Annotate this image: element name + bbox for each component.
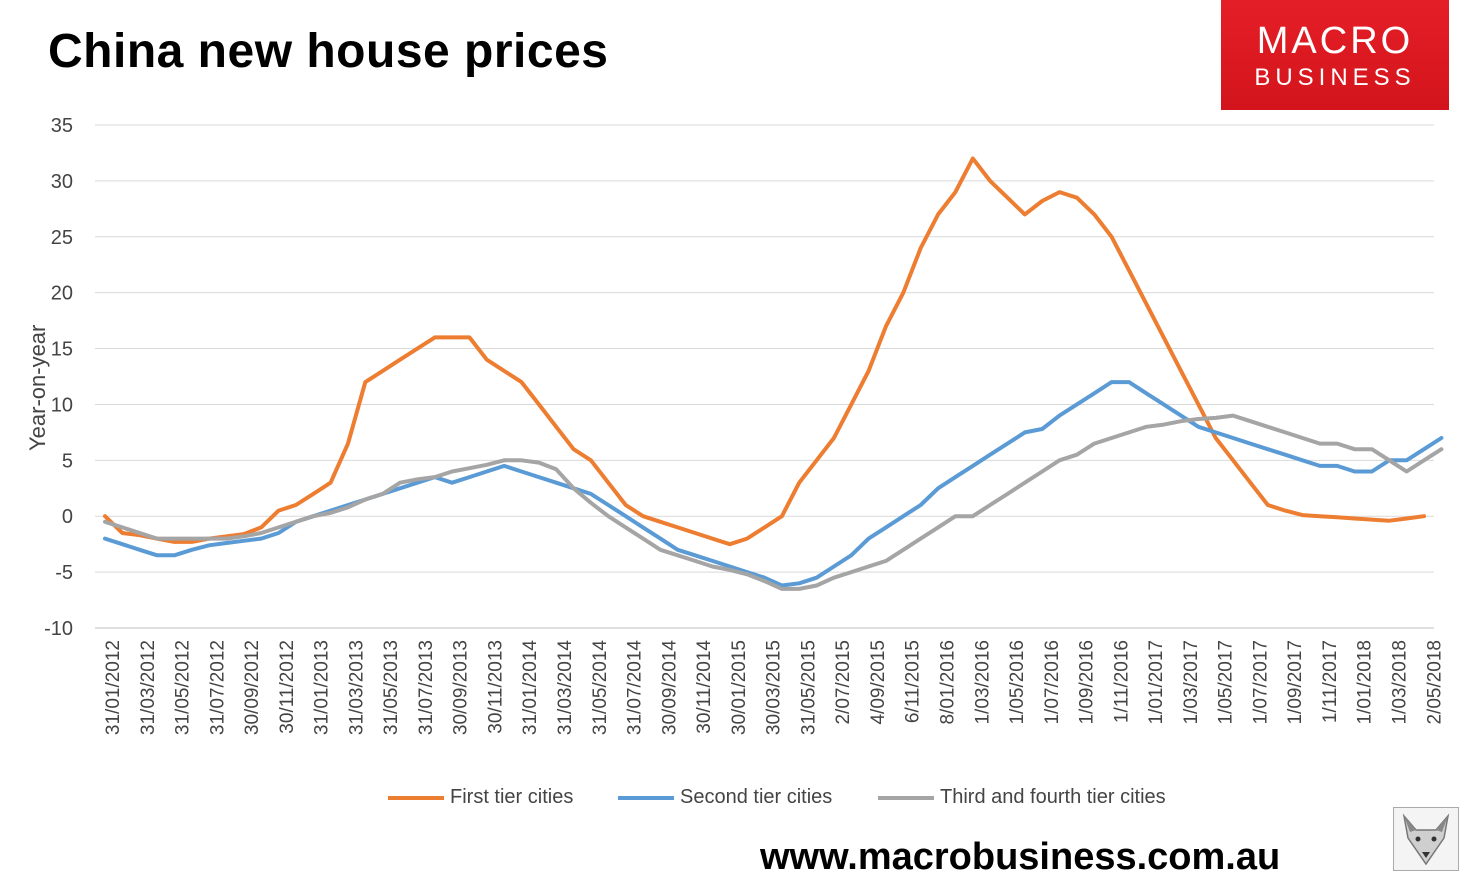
x-tick-label: 31/01/2012 [103,640,124,735]
legend-swatch-third-fourth-tier [878,795,934,800]
x-tick-label: 4/09/2015 [868,640,889,725]
y-tick-label: -10 [44,618,73,640]
x-tick-label: 31/01/2014 [520,640,541,736]
x-tick-label: 1/03/2018 [1389,640,1410,725]
series-line-1 [103,380,1444,588]
x-tick-label: 31/05/2015 [798,640,819,735]
y-tick-label: 0 [62,506,73,528]
x-tick-label: 31/03/2013 [346,640,367,735]
y-tick-label: 20 [51,283,73,305]
x-tick-label: 1/05/2017 [1216,640,1237,725]
x-tick-label: 1/09/2017 [1285,640,1306,725]
x-tick-label: 30/11/2013 [485,640,506,734]
x-tick-label: 1/05/2016 [1007,640,1028,725]
x-tick-label: 6/11/2015 [903,640,924,723]
y-tick-label: 10 [51,394,73,416]
logo-line1: MACRO [1256,20,1414,62]
series-line-0 [103,156,1426,547]
x-tick-label: 1/11/2016 [1111,640,1132,723]
y-tick-label: 30 [51,171,73,193]
logo-line2: BUSINESS [1254,64,1416,91]
legend-label-third-fourth-tier: Third and fourth tier cities [940,786,1166,808]
legend-label-first-tier: First tier cities [450,786,574,808]
x-tick-label: 2/05/2018 [1424,640,1445,725]
x-tick-label: 1/03/2017 [1181,640,1202,725]
x-tick-label: 30/09/2013 [451,640,472,735]
y-tick-label: -5 [55,562,73,584]
x-tick-label: 30/01/2015 [729,640,750,735]
legend-swatch-first-tier [388,795,444,800]
x-tick-label: 1/07/2016 [1042,640,1063,725]
website-url: www.macrobusiness.com.au [760,836,1281,878]
x-tick-label: 30/11/2012 [277,640,298,734]
legend-label-second-tier: Second tier cities [680,786,833,808]
x-tick-label: 1/07/2017 [1250,640,1271,725]
x-tick-label: 1/03/2016 [972,640,993,725]
x-tick-label: 31/05/2013 [381,640,402,735]
y-tick-label: 5 [62,450,73,472]
x-tick-label: 1/11/2017 [1320,640,1341,723]
y-tick-label: 15 [51,339,73,361]
y-tick-label: 35 [51,115,73,137]
x-tick-label: 31/07/2012 [207,640,228,735]
macrobusiness-logo: MACRO BUSINESS [1221,0,1449,110]
x-tick-label: 30/11/2014 [694,640,715,734]
x-tick-label: 30/03/2015 [764,640,785,735]
x-tick-label: 1/01/2018 [1355,640,1376,725]
x-tick-label: 31/07/2013 [416,640,437,735]
x-tick-label: 8/01/2016 [937,640,958,725]
x-tick-label: 1/01/2017 [1146,640,1167,725]
x-tick-label: 31/05/2012 [173,640,194,735]
chart-legend: First tier cities Second tier cities Thi… [0,786,1470,812]
x-tick-label: 31/01/2013 [312,640,333,735]
legend-swatch-second-tier [618,795,674,800]
x-tick-label: 31/05/2014 [590,640,611,736]
x-tick-label: 31/07/2014 [625,640,646,736]
chart-title: China new house prices [48,25,609,78]
y-tick-label: 25 [51,227,73,249]
x-tick-label: 1/09/2016 [1077,640,1098,725]
series-line-2 [103,413,1444,591]
legend-item-first-tier: First tier cities [388,786,573,809]
fox-mascot-icon [1393,807,1459,871]
legend-item-third-fourth-tier: Third and fourth tier cities [878,786,1166,809]
x-tick-label: 31/03/2012 [138,640,159,735]
x-tick-label: 30/09/2014 [659,640,680,736]
x-tick-label: 31/03/2014 [555,640,576,736]
x-tick-label: 2/07/2015 [833,640,854,725]
x-tick-label: 30/09/2012 [242,640,263,735]
legend-item-second-tier: Second tier cities [618,786,832,809]
